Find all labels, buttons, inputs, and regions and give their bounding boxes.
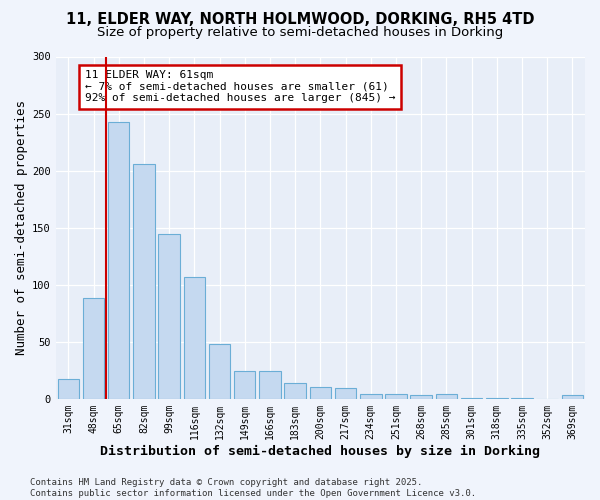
Y-axis label: Number of semi-detached properties: Number of semi-detached properties (15, 100, 28, 355)
Bar (83, 298, 104, 399)
Text: Contains HM Land Registry data © Crown copyright and database right 2025.
Contai: Contains HM Land Registry data © Crown c… (30, 478, 476, 498)
Bar (461, 398, 482, 399)
Bar (511, 398, 533, 399)
Bar (486, 398, 508, 399)
Bar (410, 396, 432, 399)
Bar (133, 164, 155, 399)
Bar (360, 394, 382, 399)
Bar (335, 388, 356, 399)
Bar (436, 394, 457, 399)
Bar (284, 383, 306, 399)
Text: 11 ELDER WAY: 61sqm
← 7% of semi-detached houses are smaller (61)
92% of semi-de: 11 ELDER WAY: 61sqm ← 7% of semi-detache… (85, 70, 395, 103)
Bar (184, 276, 205, 399)
Bar (562, 396, 583, 399)
Bar (108, 122, 130, 399)
Text: 11, ELDER WAY, NORTH HOLMWOOD, DORKING, RH5 4TD: 11, ELDER WAY, NORTH HOLMWOOD, DORKING, … (66, 12, 534, 28)
Bar (310, 388, 331, 399)
Bar (385, 394, 407, 399)
Bar (234, 372, 256, 399)
Bar (259, 372, 281, 399)
Bar (58, 380, 79, 399)
Bar (209, 344, 230, 399)
Text: Size of property relative to semi-detached houses in Dorking: Size of property relative to semi-detach… (97, 26, 503, 39)
Bar (158, 234, 180, 399)
X-axis label: Distribution of semi-detached houses by size in Dorking: Distribution of semi-detached houses by … (100, 444, 541, 458)
